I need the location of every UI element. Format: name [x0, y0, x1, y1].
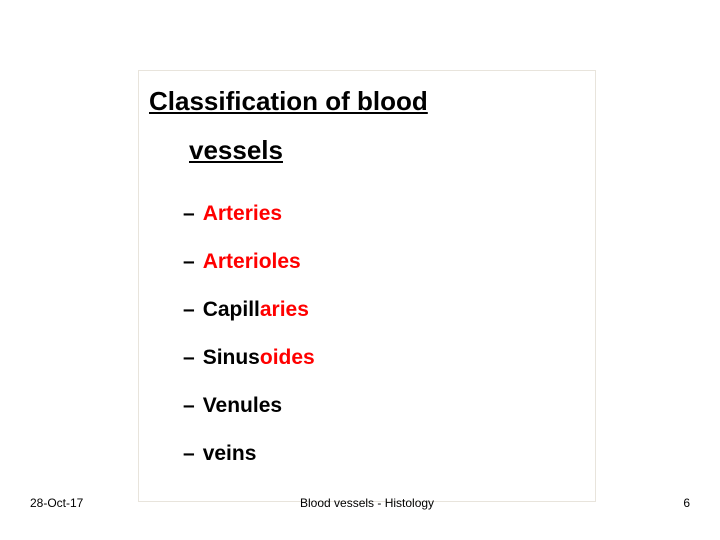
- list-item: –Capillaries: [183, 298, 595, 322]
- list-item-text: Venules: [203, 394, 282, 418]
- slide-footer: Blood vessels - Histology: [300, 496, 434, 510]
- list-item-text: Sinusoides: [203, 346, 315, 370]
- item-list: –Arteries–Arterioles–Capillaries–Sinusoi…: [139, 176, 595, 466]
- list-item: –Venules: [183, 394, 595, 418]
- list-item-text: Capillaries: [203, 298, 309, 322]
- dash-icon: –: [183, 442, 195, 466]
- page-number: 6: [683, 496, 690, 510]
- list-item: –veins: [183, 442, 595, 466]
- slide: Classification of blood vessels –Arterie…: [0, 0, 720, 540]
- dash-icon: –: [183, 298, 195, 322]
- text-fragment: oides: [260, 346, 315, 369]
- slide-date: 28-Oct-17: [30, 496, 83, 510]
- text-fragment: Sinus: [203, 346, 260, 369]
- dash-icon: –: [183, 346, 195, 370]
- dash-icon: –: [183, 394, 195, 418]
- text-fragment: Arterioles: [203, 250, 301, 273]
- text-fragment: Venules: [203, 394, 282, 417]
- list-item-text: veins: [203, 442, 257, 466]
- content-box: Classification of blood vessels –Arterie…: [138, 70, 596, 502]
- title-line-1: Classification of blood: [149, 77, 595, 126]
- slide-title: Classification of blood vessels: [139, 71, 595, 176]
- list-item: –Sinusoides: [183, 346, 595, 370]
- dash-icon: –: [183, 202, 195, 226]
- list-item: –Arterioles: [183, 250, 595, 274]
- dash-icon: –: [183, 250, 195, 274]
- list-item-text: Arteries: [203, 202, 282, 226]
- text-fragment: Arteries: [203, 202, 282, 225]
- text-fragment: aries: [260, 298, 309, 321]
- title-line-2: vessels: [149, 126, 595, 175]
- text-fragment: veins: [203, 442, 257, 465]
- list-item-text: Arterioles: [203, 250, 301, 274]
- list-item: –Arteries: [183, 202, 595, 226]
- text-fragment: Capill: [203, 298, 260, 321]
